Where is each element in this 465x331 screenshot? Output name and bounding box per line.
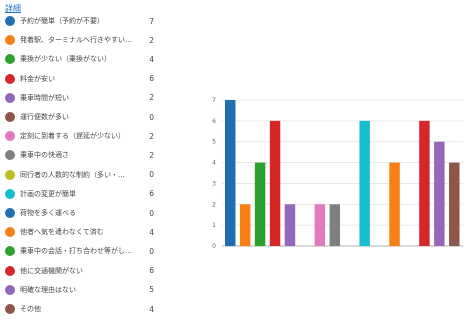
legend-label: 他に交通機関がない [20, 266, 83, 275]
legend-item: 乗換が少ない（乗換がない） 4 [5, 53, 155, 65]
legend-count: 6 [149, 74, 154, 84]
legend-count: 0 [149, 170, 154, 180]
legend-count: 0 [149, 112, 154, 122]
detail-link[interactable]: 詳細 [5, 4, 21, 13]
legend-item: 乗車中の快適さ 2 [5, 149, 155, 161]
legend-count: 2 [149, 35, 154, 45]
bar[interactable] [284, 204, 296, 246]
legend-item: 料金が安い 6 [5, 73, 155, 85]
legend-label: 予約が簡単（予約が不要） [20, 17, 104, 25]
legend-count: 2 [149, 131, 154, 141]
y-tick-label: 7 [212, 97, 216, 104]
bar[interactable] [314, 204, 326, 246]
bar[interactable] [359, 120, 370, 246]
legend-label: 明確な理由はない [20, 285, 76, 294]
y-tick-label: 5 [212, 139, 216, 146]
legend-swatch [5, 35, 15, 46]
legend-count: 0 [149, 208, 154, 218]
bar[interactable] [419, 120, 430, 246]
legend-swatch [5, 131, 15, 142]
legend-swatch [5, 169, 15, 180]
bar[interactable] [254, 162, 266, 246]
legend-swatch [5, 73, 15, 84]
legend-count: 7 [149, 16, 154, 26]
legend-item: 荷物を多く運べる 0 [5, 207, 155, 219]
y-tick-label: 1 [212, 222, 216, 229]
legend-item: 明確な理由はない 5 [5, 284, 155, 296]
legend-item: 発着駅、ターミナルへ行きやすい（… 2 [5, 34, 155, 46]
bar[interactable] [449, 162, 460, 246]
legend-count: 2 [149, 150, 154, 160]
legend-label: 同行者の人数的な制約（多い・… [20, 170, 125, 179]
legend-swatch [5, 112, 15, 122]
legend-label: 他者へ気を遣わなくて済む [20, 228, 104, 237]
bar[interactable] [389, 162, 400, 246]
bar[interactable] [225, 100, 236, 246]
legend-label: 乗車時間が短い [20, 93, 69, 102]
legend-swatch [5, 208, 15, 218]
legend-label: 乗車中の会話・打ち合わせ等がし… [20, 247, 132, 256]
legend-count: 2 [149, 93, 154, 103]
legend-count: 4 [149, 54, 154, 64]
legend-label: 定刻に到着する（遅延が少ない） [20, 132, 125, 141]
legend-item: 計画の変更が簡単 6 [5, 188, 155, 200]
legend-item: 他者へ気を遣わなくて済む 4 [5, 226, 155, 238]
legend-item: 乗車時間が短い 2 [5, 92, 155, 104]
bar-chart: 0 1 2 3 4 5 6 7 [212, 97, 463, 250]
y-tick-label: 0 [212, 243, 216, 250]
bar[interactable] [329, 204, 341, 246]
legend-item: 定刻に到着する（遅延が少ない） 2 [5, 130, 155, 142]
legend-label: 料金が安い [20, 74, 55, 83]
legend-label: 発着駅、ターミナルへ行きやすい（… [20, 36, 138, 45]
legend-count: 5 [149, 285, 154, 295]
legend-label: 計画の変更が簡単 [20, 189, 76, 198]
legend-swatch [5, 92, 15, 103]
legend-swatch [5, 284, 15, 295]
y-tick-label: 2 [212, 201, 216, 208]
legend-count: 6 [149, 266, 154, 276]
legend-label: 運行便数が多い [20, 113, 69, 121]
y-tick-label: 4 [212, 160, 216, 167]
legend-swatch [5, 246, 15, 257]
bar[interactable] [434, 141, 445, 246]
legend-count: 6 [149, 189, 154, 199]
bar[interactable] [239, 204, 251, 246]
legend-label: 荷物を多く運べる [20, 209, 76, 217]
legend-item: その他 4 [5, 303, 155, 315]
y-tick-label: 6 [212, 118, 216, 125]
legend-label: 乗換が少ない（乗換がない） [20, 55, 111, 64]
legend-count: 4 [149, 304, 154, 314]
legend-item: 運行便数が多い 0 [5, 111, 155, 123]
legend-swatch [5, 16, 15, 26]
legend-swatch [5, 227, 15, 238]
legend-count: 4 [149, 227, 154, 237]
legend-swatch [5, 54, 15, 65]
legend-swatch [5, 304, 15, 314]
legend-item: 乗車中の会話・打ち合わせ等がし… 0 [5, 245, 155, 257]
legend-label: 乗車中の快適さ [20, 151, 69, 160]
bar[interactable] [269, 120, 281, 246]
legend-count: 0 [149, 246, 154, 256]
legend-item: 予約が簡単（予約が不要） 7 [5, 15, 155, 27]
legend-label: その他 [20, 305, 41, 313]
legend-item: 他に交通機関がない 6 [5, 265, 155, 277]
legend-item: 同行者の人数的な制約（多い・… 0 [5, 169, 155, 181]
legend-swatch [5, 188, 15, 199]
y-tick-label: 3 [212, 180, 216, 187]
legend-swatch [5, 265, 15, 276]
legend-swatch [5, 150, 15, 161]
